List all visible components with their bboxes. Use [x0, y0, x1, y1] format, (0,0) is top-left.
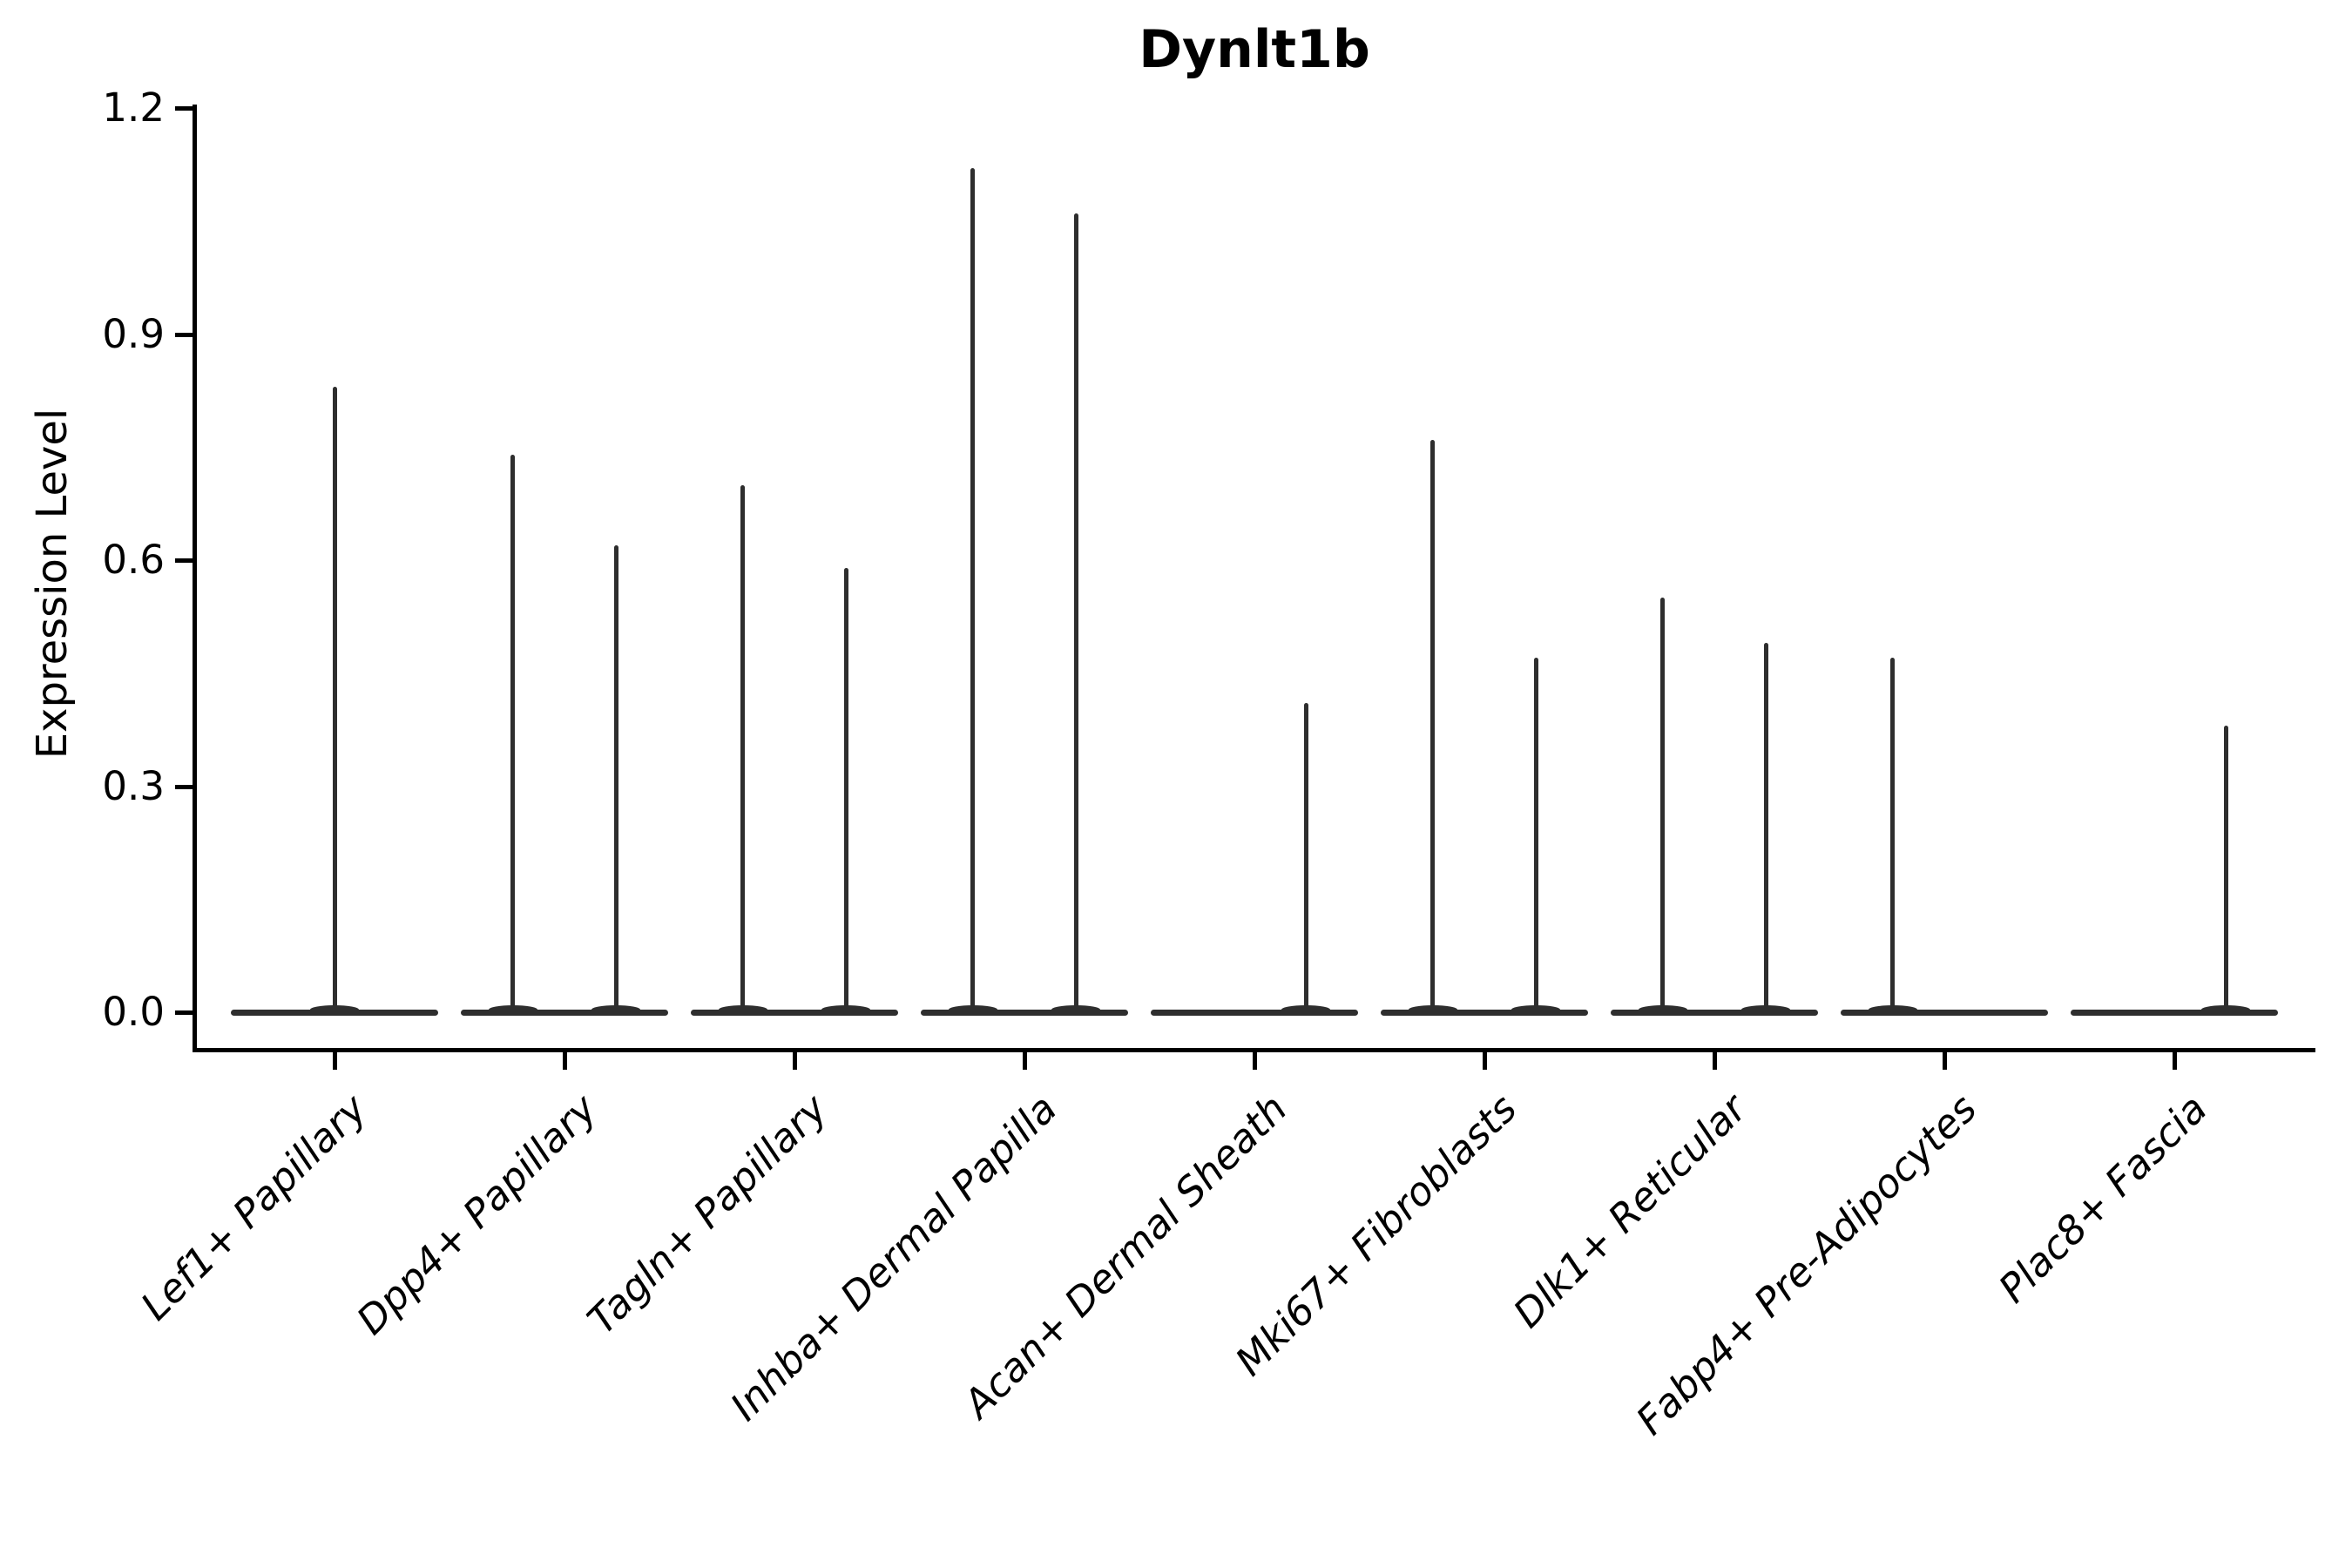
violin-spike	[613, 544, 618, 1012]
violin-spike	[2223, 726, 2228, 1012]
y-tick	[175, 784, 193, 789]
violin-spike	[1533, 658, 1538, 1012]
x-tick	[333, 1052, 337, 1070]
x-tick	[2173, 1052, 2177, 1070]
y-tick	[175, 106, 193, 111]
y-axis-label: Expression Level	[28, 408, 77, 760]
violin-baseline	[1841, 1010, 2048, 1016]
y-tick-label: 0.0	[102, 989, 165, 1035]
x-tick	[1023, 1052, 1027, 1070]
violin-spike	[332, 387, 337, 1012]
violin-baseline	[1611, 1010, 1818, 1016]
y-tick-label: 0.3	[102, 762, 165, 809]
violin-baseline	[461, 1010, 668, 1016]
violin-spike	[1303, 703, 1308, 1012]
y-tick-label: 0.9	[102, 310, 165, 357]
violin-spike	[1073, 213, 1078, 1012]
violin-baseline	[921, 1010, 1128, 1016]
x-tick-label: Plac8+ Fascia	[1989, 1085, 2216, 1312]
violin-spike	[1430, 439, 1436, 1012]
y-tick-label: 1.2	[102, 84, 165, 131]
violin-spike	[970, 168, 976, 1012]
x-tick-label: Tagln+ Papillary	[578, 1085, 836, 1343]
x-tick	[1253, 1052, 1257, 1070]
x-tick	[1483, 1052, 1487, 1070]
x-tick	[1713, 1052, 1717, 1070]
y-tick-label: 0.6	[102, 537, 165, 583]
violin-spike	[843, 567, 848, 1012]
violin-spike	[1660, 598, 1666, 1012]
violin-spike	[1763, 643, 1768, 1012]
y-tick	[175, 332, 193, 337]
y-tick	[175, 1010, 193, 1015]
x-axis-spine	[193, 1048, 2315, 1052]
violin-spike	[1890, 658, 1896, 1012]
violin-spike	[510, 454, 516, 1012]
y-axis-spine	[193, 105, 197, 1052]
violin-baseline	[1151, 1010, 1358, 1016]
x-tick	[793, 1052, 797, 1070]
violin-baseline	[691, 1010, 898, 1016]
violin-baseline	[1381, 1010, 1588, 1016]
x-tick-label: Dpp4+ Papillary	[348, 1085, 606, 1344]
violin-baseline	[2071, 1010, 2278, 1016]
chart-title: Dynlt1b	[1139, 19, 1370, 80]
x-tick	[1943, 1052, 1947, 1070]
x-tick-label: Lef1+ Papillary	[132, 1085, 376, 1329]
x-tick	[563, 1052, 567, 1070]
violin-spike	[740, 484, 746, 1012]
y-tick	[175, 558, 193, 563]
x-tick-label: Dlk1+ Reticular	[1504, 1085, 1756, 1337]
